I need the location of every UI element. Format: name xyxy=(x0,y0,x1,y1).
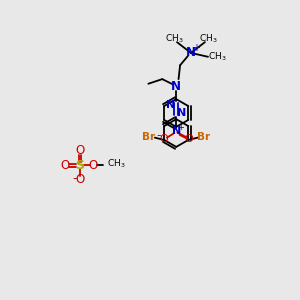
Text: O: O xyxy=(76,173,85,187)
Text: O: O xyxy=(61,159,70,172)
Text: Br: Br xyxy=(197,132,210,142)
Text: N: N xyxy=(172,127,181,136)
Text: CH$_3$: CH$_3$ xyxy=(165,32,183,45)
Text: O: O xyxy=(89,159,98,172)
Text: N: N xyxy=(166,100,176,110)
Text: +: + xyxy=(177,123,184,132)
Text: N: N xyxy=(171,80,181,93)
Text: CH$_3$: CH$_3$ xyxy=(199,32,217,45)
Text: S: S xyxy=(76,159,85,172)
Text: CH$_3$: CH$_3$ xyxy=(208,50,226,63)
Text: -: - xyxy=(156,129,161,142)
Text: O: O xyxy=(160,134,168,144)
Text: -: - xyxy=(73,172,77,185)
Text: CH$_3$: CH$_3$ xyxy=(107,158,126,170)
Text: O: O xyxy=(76,144,85,157)
Text: O: O xyxy=(184,134,193,144)
Text: +: + xyxy=(192,43,200,53)
Text: Br: Br xyxy=(142,132,155,142)
Text: N: N xyxy=(177,108,186,118)
Text: N: N xyxy=(186,46,196,59)
